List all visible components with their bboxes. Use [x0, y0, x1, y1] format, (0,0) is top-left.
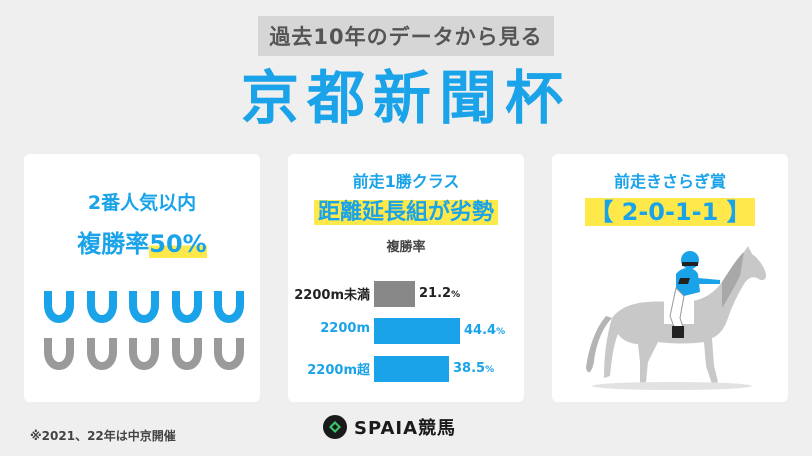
horse-jockey-illustration — [586, 246, 767, 390]
bar-value-label: 21.2% — [419, 286, 461, 301]
kisaragi-condition: 前走きさらぎ賞 — [613, 172, 726, 191]
bar-value-label: 38.5% — [453, 361, 495, 376]
chart-subtitle: 複勝率 — [386, 240, 426, 255]
bar-category-label: 2200m超 — [307, 363, 370, 378]
horseshoe-row-misses — [42, 334, 246, 372]
class-condition: 前走1勝クラス — [352, 172, 460, 191]
horseshoe-hit-icon — [44, 291, 74, 323]
class-headline: 距離延長組が劣勢 — [288, 194, 524, 226]
popularity-condition: 2番人気以内 — [87, 192, 197, 214]
horseshoe-row-hits — [42, 287, 246, 325]
horseshoe-hit-icon — [86, 291, 117, 323]
popularity-card: 2番人気以内 複勝率50% — [24, 154, 260, 402]
horseshoe-hit-icon — [171, 291, 202, 323]
bar — [374, 281, 415, 307]
subtitle-banner: 過去10年のデータから見る — [258, 16, 554, 56]
horseshoe-hit-icon — [214, 291, 244, 323]
spaia-logo: SPAIA競馬 — [322, 414, 456, 440]
horseshoe-miss-icon — [86, 338, 117, 370]
bar-row: 2200m超 38.5% — [288, 354, 524, 382]
rate-label: 複勝率 — [77, 230, 150, 258]
bar-value-label: 44.4% — [464, 323, 506, 338]
horseshoe-hit-icon — [129, 291, 159, 323]
bar-category-label: 2200m未満 — [294, 288, 370, 303]
kisaragi-record-text: 【 2-0-1-1 】 — [585, 198, 755, 226]
horseshoe-miss-icon — [214, 338, 244, 370]
horseshoe-miss-icon — [129, 338, 159, 370]
bar — [374, 318, 460, 344]
page-title: 京都新聞杯 — [240, 64, 571, 132]
bar-category-label: 2200m — [320, 321, 370, 336]
venue-footnote: ※2021、22年は中京開催 — [30, 429, 176, 443]
popularity-rate: 複勝率50% — [24, 224, 260, 259]
kisaragi-card: 前走きさらぎ賞 【 2-0-1-1 】 — [552, 154, 788, 402]
kisaragi-record: 【 2-0-1-1 】 — [552, 192, 788, 227]
class-headline-text: 距離延長組が劣勢 — [313, 200, 498, 225]
rate-value: 50% — [149, 230, 207, 258]
spaia-logo-icon — [323, 415, 347, 439]
horseshoe-miss-icon — [171, 338, 202, 370]
logo-text: SPAIA競馬 — [354, 418, 457, 439]
bar-row: 2200m 44.4% — [288, 316, 524, 344]
horseshoe-miss-icon — [44, 338, 74, 370]
bar-row: 2200m未満 21.2% — [288, 279, 524, 307]
previous-class-card: 前走1勝クラス 距離延長組が劣勢 複勝率 2200m未満 21.2% 2200m 44… — [288, 154, 524, 402]
bar — [374, 356, 449, 382]
